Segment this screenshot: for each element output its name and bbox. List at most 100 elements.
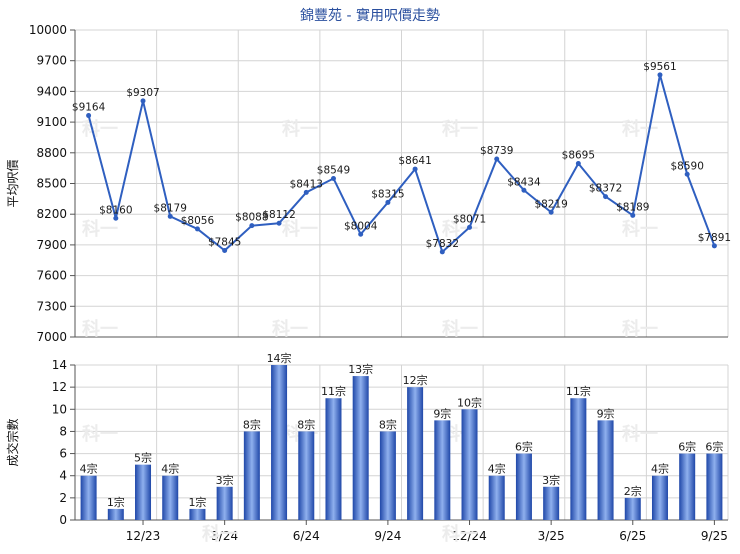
top-ytick-label: 8200 [36,207,67,221]
count-bar [597,420,614,520]
price-data-label: $9164 [72,102,106,114]
price-data-label: $8179 [154,202,187,214]
count-data-label: 14宗 [267,351,292,365]
chart-title: 錦豐苑 - 實用呎價走勢 [300,7,440,24]
watermark-text: 科一 [282,118,318,140]
price-data-label: $8189 [616,201,649,213]
count-bar [271,365,288,520]
price-point [548,209,554,215]
xtick-label: 12/23 [126,529,161,543]
count-bar [515,453,532,520]
price-point [412,166,418,172]
price-data-label: $8641 [398,155,431,167]
price-data-label: $8160 [99,204,132,216]
count-bar [135,464,152,520]
count-data-label: 11宗 [566,384,591,398]
count-data-label: 12宗 [403,373,428,387]
count-data-label: 4宗 [161,462,179,476]
count-data-label: 8宗 [243,417,261,431]
watermark-text: 科一 [442,218,478,240]
count-bar [80,475,97,520]
bottom-y-axis-title: 成交宗數 [5,418,20,466]
count-bar [407,387,424,520]
bottom-ytick-label: 14 [52,358,67,372]
top-ytick-label: 8500 [36,177,67,191]
watermark-text: 科一 [622,118,658,140]
watermark-text: 科一 [282,218,318,240]
count-bar [488,475,505,520]
bottom-ytick-label: 8 [59,424,67,438]
bottom-ytick-label: 2 [59,491,67,505]
count-bar [434,420,451,520]
price-data-label: $8549 [317,164,350,176]
price-data-label: $8071 [453,213,486,225]
price-data-label: $8056 [181,215,215,227]
count-data-label: 9宗 [433,406,451,420]
count-bar [162,475,179,520]
count-data-label: 4宗 [80,462,98,476]
watermark-text: 科一 [622,423,658,445]
price-point [467,224,473,230]
price-data-label: $8590 [670,160,703,172]
count-bar [461,409,478,520]
price-data-label: $8004 [344,220,378,232]
count-bar [298,431,315,520]
price-point [303,189,309,195]
price-point [657,72,663,78]
price-point [113,215,119,221]
price-data-label: $8434 [507,176,541,188]
xtick-label: 6/24 [293,529,320,543]
count-bar [107,508,124,520]
price-point [603,194,609,200]
price-point [711,243,717,249]
count-data-label: 4宗 [488,462,506,476]
xtick-label: 12/24 [452,529,487,543]
count-bar [216,486,233,520]
top-ytick-label: 9700 [36,54,67,68]
price-point [358,231,364,237]
top-ytick-label: 10000 [29,23,67,37]
xtick-label: 9/24 [374,529,401,543]
watermark-text: 科一 [622,218,658,240]
top-ytick-label: 7600 [36,269,67,283]
bottom-ytick-label: 12 [52,380,67,394]
price-data-label: $8739 [480,145,513,157]
count-bar [352,376,369,520]
top-y-axis-title: 平均呎價 [6,159,20,207]
count-bar [379,431,396,520]
count-bar [679,453,696,520]
count-bar [543,486,560,520]
top-ytick-label: 8800 [36,146,67,160]
price-data-label: $8413 [290,178,323,190]
top-ytick-label: 9100 [36,115,67,129]
price-data-label: $8695 [562,150,595,162]
price-point [521,187,527,193]
price-data-label: $9307 [126,87,159,99]
watermark-text: 科一 [272,318,308,340]
count-data-label: 9宗 [597,406,615,420]
xtick-label: 3/24 [211,529,238,543]
price-data-label: $9561 [643,61,676,73]
price-line [87,73,716,253]
top-ytick-label: 7000 [36,330,67,344]
watermark-text: 科一 [82,218,118,240]
count-data-label: 6宗 [678,440,696,454]
count-data-label: 6宗 [515,440,533,454]
count-data-label: 4宗 [651,462,669,476]
watermark-text: 科一 [82,118,118,140]
count-data-label: 5宗 [134,451,152,465]
price-data-label: $8112 [262,209,295,221]
price-point [494,156,500,162]
price-point [330,175,336,181]
watermark-text: 科一 [622,318,658,340]
count-bar [651,475,668,520]
xtick-label: 9/25 [701,529,728,543]
top-ytick-label: 7300 [36,299,67,313]
count-bar [706,453,723,520]
price-point [140,98,146,104]
count-data-label: 6宗 [705,440,723,454]
price-point [276,220,282,226]
bottom-ytick-label: 4 [59,469,67,483]
count-data-label: 11宗 [321,384,346,398]
